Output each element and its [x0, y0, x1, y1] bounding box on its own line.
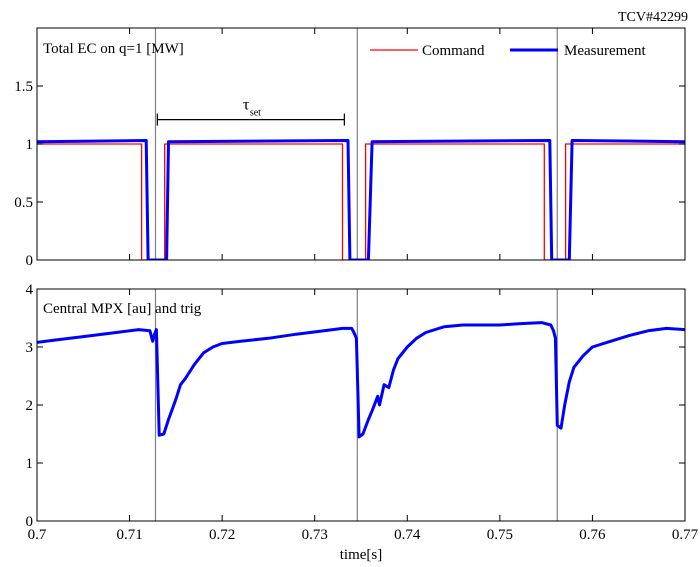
legend-item-measurement: Measurement	[510, 43, 646, 59]
figure-label: TCV#42299	[618, 10, 688, 25]
y-tick-label: 2	[26, 398, 34, 414]
y-tick-label: 4	[26, 282, 34, 298]
plot-area	[37, 321, 685, 439]
tau-subscript: set	[250, 108, 261, 119]
panel-ec-power: τ set 0 0.5 1 1.5 Total EC on q=1 [MW] Comma…	[14, 27, 686, 269]
x-tick-label: 0.76	[579, 527, 606, 543]
y-tick-label: 1	[26, 456, 34, 472]
y-tick-label: 0	[26, 253, 34, 269]
trigger-lines	[154, 28, 558, 260]
legend-item-command: Command	[370, 43, 485, 59]
panel-title: Central MPX [au] and trig	[43, 301, 202, 317]
axis-ticks: 0 1 2 3 4 0.7 0.71 0.72 0.73 0.74 0.75 0.76 0.77	[26, 282, 699, 543]
tau-label: τ	[243, 97, 250, 114]
axes-box	[36, 288, 686, 522]
y-tick-label: 3	[26, 340, 34, 356]
panel-title: Total EC on q=1 [MW]	[43, 41, 184, 57]
y-tick-label: 1.5	[14, 79, 33, 95]
y-tick-label: 0.5	[14, 195, 33, 211]
series-line-command	[37, 143, 685, 260]
tau-annotation: τ set	[156, 97, 345, 126]
axis-ticks: 0 0.5 1 1.5	[14, 28, 686, 269]
legend-label: Measurement	[564, 43, 646, 59]
x-tick-label: 0.74	[394, 527, 421, 543]
x-tick-label: 0.71	[116, 527, 142, 543]
x-tick-label: 0.77	[672, 527, 699, 543]
legend-label: Command	[422, 43, 485, 59]
plot-area	[37, 139, 685, 260]
x-tick-label: 0.72	[209, 527, 235, 543]
series-line-measurement	[37, 139, 685, 260]
x-axis-label: time[s]	[340, 547, 383, 563]
x-tick-label: 0.75	[487, 527, 513, 543]
y-tick-label: 1	[26, 137, 34, 153]
x-tick-label: 0.7	[28, 527, 47, 543]
series-line-mpx	[37, 321, 685, 439]
legend: Command Measurement	[370, 43, 646, 59]
x-tick-label: 0.73	[302, 527, 328, 543]
panel-mpx: 0 1 2 3 4 0.7 0.71 0.72 0.73 0.74 0.75 0.76 0.77 Cen…	[26, 282, 699, 563]
y-tick-label: 0	[26, 514, 34, 530]
